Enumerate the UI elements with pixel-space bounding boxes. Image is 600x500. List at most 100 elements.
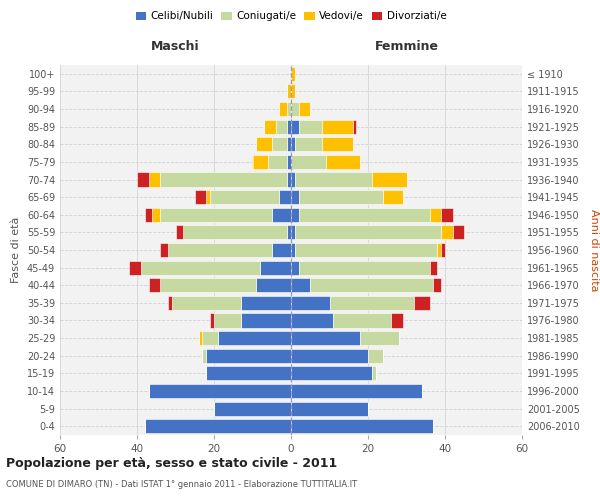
Bar: [160, 243, 168, 257]
Bar: [253, 155, 268, 169]
Bar: [329, 296, 414, 310]
Bar: [280, 190, 291, 204]
Bar: [206, 190, 210, 204]
Bar: [291, 384, 422, 398]
Bar: [291, 278, 310, 292]
Bar: [437, 243, 441, 257]
Bar: [372, 366, 376, 380]
Bar: [160, 172, 287, 186]
Bar: [430, 208, 441, 222]
Bar: [241, 314, 291, 328]
Bar: [291, 172, 295, 186]
Bar: [433, 278, 441, 292]
Bar: [299, 120, 322, 134]
Bar: [214, 314, 241, 328]
Bar: [168, 296, 172, 310]
Bar: [202, 331, 218, 345]
Bar: [295, 226, 441, 239]
Bar: [287, 102, 291, 116]
Bar: [218, 331, 291, 345]
Bar: [310, 278, 433, 292]
Bar: [291, 120, 299, 134]
Bar: [441, 243, 445, 257]
Bar: [195, 190, 206, 204]
Text: COMUNE DI DIMARO (TN) - Dati ISTAT 1° gennaio 2011 - Elaborazione TUTTITALIA.IT: COMUNE DI DIMARO (TN) - Dati ISTAT 1° ge…: [6, 480, 357, 489]
Bar: [168, 243, 272, 257]
Bar: [322, 137, 353, 152]
Bar: [130, 260, 141, 274]
Bar: [322, 120, 353, 134]
Bar: [291, 190, 299, 204]
Bar: [210, 190, 280, 204]
Bar: [202, 348, 206, 363]
Bar: [453, 226, 464, 239]
Bar: [291, 208, 299, 222]
Bar: [275, 120, 287, 134]
Bar: [149, 172, 160, 186]
Y-axis label: Anni di nascita: Anni di nascita: [589, 209, 599, 291]
Bar: [272, 243, 291, 257]
Bar: [264, 120, 275, 134]
Bar: [291, 348, 368, 363]
Bar: [149, 278, 160, 292]
Bar: [287, 120, 291, 134]
Bar: [206, 366, 291, 380]
Bar: [360, 331, 399, 345]
Bar: [152, 208, 160, 222]
Bar: [295, 172, 372, 186]
Bar: [160, 278, 256, 292]
Bar: [368, 348, 383, 363]
Bar: [145, 419, 291, 433]
Bar: [295, 137, 322, 152]
Bar: [291, 84, 295, 98]
Bar: [291, 331, 360, 345]
Bar: [241, 296, 291, 310]
Bar: [287, 137, 291, 152]
Bar: [145, 208, 152, 222]
Bar: [199, 331, 202, 345]
Bar: [441, 208, 453, 222]
Bar: [287, 226, 291, 239]
Bar: [295, 243, 437, 257]
Bar: [291, 102, 299, 116]
Bar: [183, 226, 287, 239]
Bar: [172, 296, 241, 310]
Bar: [334, 314, 391, 328]
Bar: [287, 155, 291, 169]
Bar: [260, 260, 291, 274]
Bar: [272, 137, 287, 152]
Bar: [326, 155, 360, 169]
Bar: [280, 102, 287, 116]
Bar: [256, 278, 291, 292]
Bar: [137, 172, 149, 186]
Bar: [160, 208, 272, 222]
Bar: [414, 296, 430, 310]
Bar: [291, 67, 295, 81]
Legend: Celibi/Nubili, Coniugati/e, Vedovi/e, Divorziati/e: Celibi/Nubili, Coniugati/e, Vedovi/e, Di…: [131, 8, 451, 26]
Bar: [291, 226, 295, 239]
Bar: [287, 172, 291, 186]
Bar: [291, 419, 433, 433]
Bar: [391, 314, 403, 328]
Bar: [287, 84, 291, 98]
Text: Femmine: Femmine: [374, 40, 439, 52]
Bar: [291, 260, 299, 274]
Bar: [291, 402, 368, 415]
Bar: [141, 260, 260, 274]
Bar: [291, 366, 372, 380]
Bar: [291, 243, 295, 257]
Bar: [372, 172, 407, 186]
Text: Popolazione per età, sesso e stato civile - 2011: Popolazione per età, sesso e stato civil…: [6, 458, 337, 470]
Y-axis label: Fasce di età: Fasce di età: [11, 217, 21, 283]
Bar: [299, 260, 430, 274]
Bar: [256, 137, 272, 152]
Bar: [272, 208, 291, 222]
Text: Maschi: Maschi: [151, 40, 200, 52]
Bar: [353, 120, 356, 134]
Bar: [299, 102, 310, 116]
Bar: [299, 190, 383, 204]
Bar: [291, 296, 329, 310]
Bar: [291, 314, 334, 328]
Bar: [291, 155, 326, 169]
Bar: [441, 226, 453, 239]
